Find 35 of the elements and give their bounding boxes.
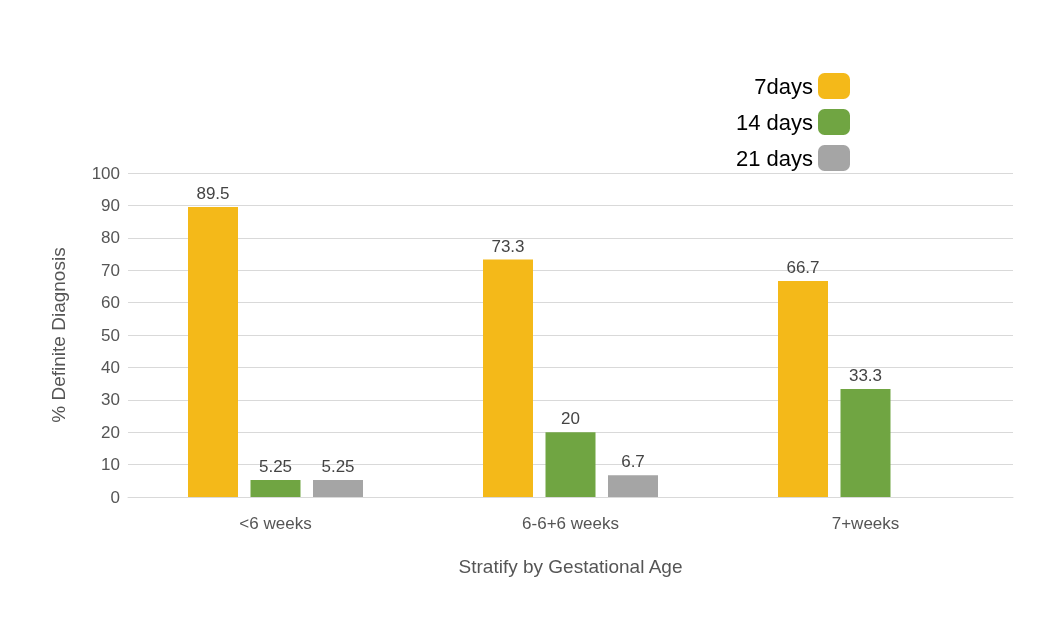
data-label: 5.25 [258, 456, 293, 476]
data-label: 73.3 [491, 236, 525, 256]
x-tick-label: 6-6+6 weeks [522, 514, 619, 533]
y-tick-label: 40 [101, 357, 120, 377]
bar [778, 280, 828, 497]
data-label: 89.5 [196, 184, 230, 204]
bar [483, 259, 533, 497]
x-axis-title: Stratify by Gestational Age [458, 556, 683, 577]
bar [188, 207, 238, 497]
bar [840, 389, 891, 497]
y-tick-label: 80 [101, 228, 120, 248]
y-tick-label: 30 [101, 390, 120, 410]
data-label: 66.7 [786, 257, 820, 277]
y-tick-label: 70 [101, 260, 120, 280]
legend-label: 14 days [735, 109, 813, 135]
y-tick-label: 0 [110, 487, 120, 507]
y-tick-label: 90 [101, 195, 120, 215]
x-tick-label: <6 weeks [239, 514, 312, 533]
legend-label: 21 days [735, 145, 813, 171]
legend-label: 7days [754, 73, 813, 99]
bar [608, 475, 658, 497]
bar [313, 479, 363, 497]
y-tick-label: 100 [91, 163, 120, 183]
y-tick-label: 50 [101, 325, 120, 345]
x-tick-label: 7+weeks [831, 514, 900, 533]
y-tick-label: 10 [101, 455, 120, 475]
data-label: 33.3 [848, 366, 883, 386]
y-tick-label: 60 [101, 293, 120, 313]
bar [545, 432, 596, 497]
y-axis-title: % Definite Diagnosis [48, 247, 69, 423]
data-label: 5.25 [321, 456, 355, 476]
data-label: 20 [561, 409, 580, 429]
y-tick-label: 20 [101, 422, 120, 442]
bar [250, 479, 301, 497]
data-label: 6.7 [621, 452, 645, 472]
